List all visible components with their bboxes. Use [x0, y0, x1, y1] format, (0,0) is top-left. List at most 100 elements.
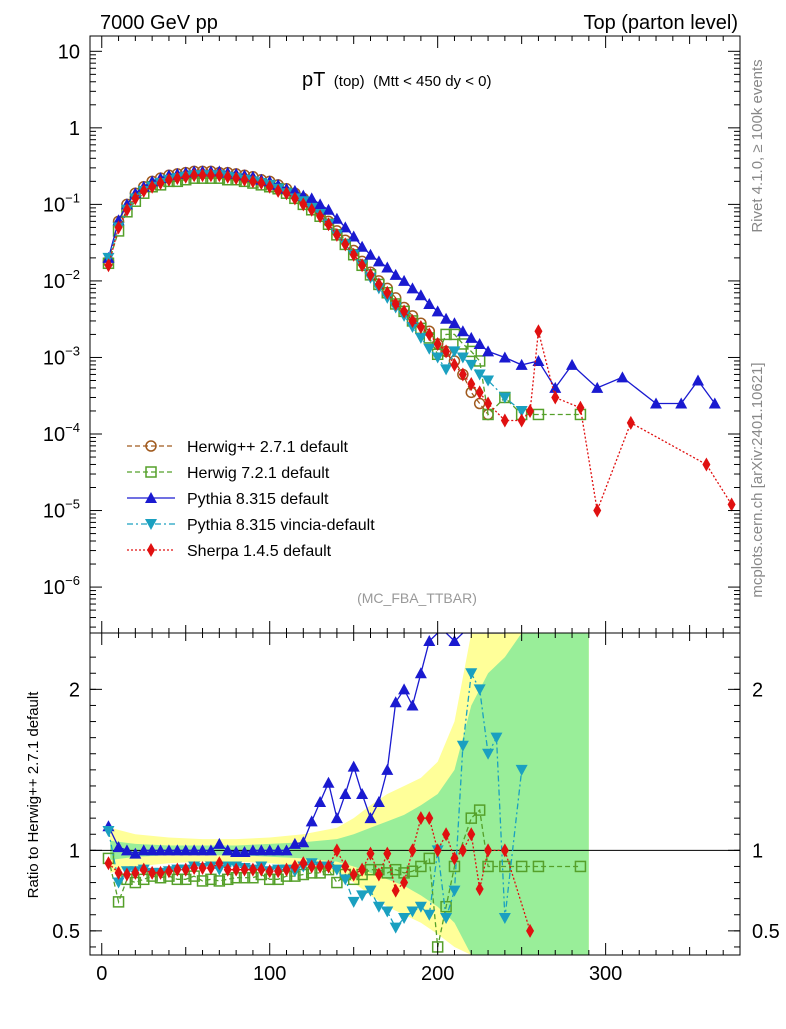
- ratio-point-3-36: [408, 843, 417, 858]
- main-point-2-53: [650, 397, 663, 409]
- ratio-point-2-45: [482, 748, 495, 760]
- main-point-1-43: [465, 345, 478, 358]
- main-series-4: [104, 168, 736, 518]
- main-point-4-44: [475, 385, 484, 400]
- ratio-point-1-14: [221, 844, 234, 856]
- ratio-point-3-9: [181, 862, 190, 877]
- main-point-4-45: [484, 396, 493, 411]
- ratio-point-1-29: [347, 760, 360, 772]
- main-point-1-48: [532, 408, 545, 421]
- ratio-point-1-6: [154, 844, 167, 856]
- main-point-2-50: [566, 358, 579, 370]
- main-point-4-3: [131, 191, 140, 206]
- ratio-point-3-42: [458, 843, 467, 858]
- ratio-point-2-33: [381, 906, 394, 918]
- ratio-point-1-19: [263, 844, 276, 856]
- ratio-point-3-7: [164, 864, 173, 879]
- ratio-point-3-5: [148, 865, 157, 880]
- main-point-4-42: [458, 367, 467, 382]
- ratio-point-2-46: [490, 732, 503, 744]
- main-point-2-55: [692, 374, 705, 386]
- main-point-2-22: [288, 184, 301, 196]
- main-point-2-41: [448, 317, 461, 329]
- main-ytick-sup-3: −2: [65, 267, 80, 282]
- main-point-2-56: [708, 397, 721, 409]
- rivet-label: Rivet 4.1.0, ≥ 100k events: [749, 59, 766, 232]
- ratio-point-3-39: [433, 843, 442, 858]
- ratio-point-3-14: [223, 862, 232, 877]
- main-ytick-base-7: 10: [43, 577, 65, 599]
- ratio-point-3-1: [114, 865, 123, 880]
- main-point-2-30: [356, 240, 369, 252]
- ratio-point-3-22: [290, 859, 299, 874]
- main-point-2-33: [381, 261, 394, 273]
- main-point-4-0: [104, 258, 113, 273]
- ratio-point-3-33: [383, 846, 392, 861]
- ratio-point-3-26: [324, 859, 333, 874]
- main-title-sub: (top): [334, 73, 365, 90]
- main-point-3-47: [515, 405, 528, 417]
- ratio-point-2-34: [389, 922, 402, 934]
- ratio-point-3-40: [442, 827, 451, 842]
- ratio-point-1-5: [146, 844, 159, 856]
- ratio-point-1-18: [255, 844, 268, 856]
- main-point-3-39: [431, 352, 444, 364]
- legend-marker-0: [145, 440, 157, 452]
- ratio-ylabel: Ratio to Herwig++ 2.7.1 default: [25, 691, 42, 899]
- ratio-point-3-13: [215, 856, 224, 871]
- main-point-4-47: [517, 413, 526, 428]
- ratio-point-3-30: [358, 862, 367, 877]
- ratio-point-1-23: [297, 836, 310, 848]
- legend-label-0: Herwig++ 2.7.1 default: [187, 439, 349, 456]
- main-point-4-29: [349, 247, 358, 262]
- main-point-4-48: [526, 403, 535, 418]
- ratio-point-3-15: [232, 862, 241, 877]
- ratio-xtick-label-1: 100: [253, 963, 286, 985]
- main-point-4-39: [433, 336, 442, 351]
- ratio-point-3-25: [316, 859, 325, 874]
- main-point-4-4: [139, 183, 148, 198]
- main-point-4-25: [316, 209, 325, 224]
- main-point-4-52: [593, 503, 602, 518]
- main-point-2-51: [591, 381, 604, 393]
- ratio-point-0-40: [440, 900, 452, 913]
- main-point-2-36: [406, 282, 419, 294]
- main-point-4-43: [467, 377, 476, 392]
- ratio-ytick-label-left-2: 2: [69, 679, 80, 701]
- main-point-4-37: [416, 320, 425, 335]
- ratio-point-2-48: [515, 764, 528, 776]
- ratio-point-2-27: [330, 864, 343, 876]
- ratio-point-0-11: [196, 875, 209, 887]
- legend: Herwig++ 2.7.1 default Herwig 7.2.1 defau…: [127, 439, 375, 560]
- ratio-point-3-16: [240, 862, 249, 877]
- main-ytick-sup-5: −4: [65, 420, 80, 435]
- main-point-1-40: [440, 328, 452, 341]
- ratio-point-0-44: [482, 860, 494, 873]
- main-point-2-32: [372, 255, 385, 267]
- ratio-point-3-6: [156, 865, 165, 880]
- main-point-2-26: [322, 203, 335, 215]
- main-point-3-45: [482, 375, 495, 387]
- main-point-3-40: [440, 364, 453, 376]
- ratio-point-3-38: [425, 811, 434, 826]
- ratio-point-1-28: [339, 788, 352, 799]
- ratio-point-1-2: [120, 844, 133, 856]
- main-point-4-20: [274, 183, 283, 198]
- ratio-point-1-4: [137, 844, 150, 856]
- ratio-point-2-44: [473, 684, 486, 696]
- legend-label-2: Pythia 8.315 default: [187, 491, 329, 508]
- ratio-point-2-38: [423, 909, 436, 921]
- ratio-point-3-10: [190, 861, 199, 876]
- main-point-4-1: [114, 220, 123, 235]
- legend-marker-4: [147, 543, 155, 557]
- ratio-point-0-27: [331, 876, 343, 889]
- main-point-2-25: [314, 198, 327, 210]
- main-series-1: [102, 172, 587, 421]
- main-point-4-51: [576, 400, 585, 415]
- header-left: 7000 GeV pp: [100, 12, 218, 34]
- ratio-point-2-0: [102, 826, 115, 838]
- ratio-point-1-35: [398, 683, 411, 695]
- ratio-point-1-20: [272, 844, 285, 856]
- main-point-4-15: [232, 171, 241, 186]
- ratio-point-3-24: [307, 859, 316, 874]
